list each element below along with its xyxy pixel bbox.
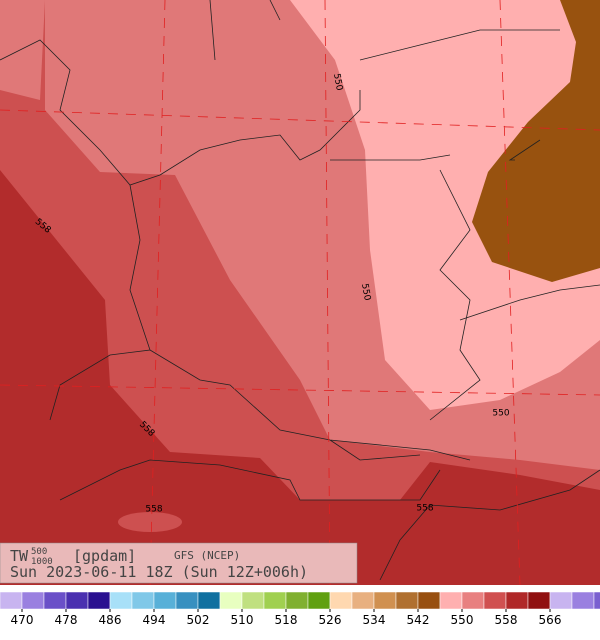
- subtitle: Sun 2023-06-11 18Z (Sun 12Z+006h): [10, 563, 308, 581]
- zone-pale: [290, 0, 600, 410]
- unit: [gpdam]: [73, 547, 136, 565]
- color-swatch: [483, 591, 507, 610]
- color-swatch: [329, 591, 353, 610]
- info-box: [0, 542, 358, 584]
- tick-label: 526: [319, 613, 342, 627]
- variable: TW: [10, 547, 29, 565]
- contour-label: 558: [145, 505, 162, 515]
- contour-label: 550: [359, 283, 372, 302]
- map: [0, 0, 600, 586]
- color-swatch: [373, 591, 397, 610]
- zone-brown: [472, 0, 600, 282]
- color-swatch: [43, 591, 67, 610]
- color-swatch: [505, 591, 529, 610]
- tick-label: 478: [55, 613, 78, 627]
- tick-label: 518: [275, 613, 298, 627]
- color-swatch: [439, 591, 463, 610]
- tick-label: 470: [11, 613, 34, 627]
- color-swatch: [153, 591, 177, 610]
- color-swatch: [307, 591, 331, 610]
- color-swatch: [263, 591, 287, 610]
- tick-label: 534: [363, 613, 386, 627]
- tick-label: 494: [143, 613, 166, 627]
- tick-label: 486: [99, 613, 122, 627]
- color-swatch: [109, 591, 133, 610]
- colorbar: 470 478 486 494 502 510 518 526 534 542 550 558 566: [0, 591, 600, 627]
- level-bottom: 1000: [31, 557, 53, 567]
- contour-label: 550: [331, 73, 344, 92]
- color-swatch: [285, 591, 309, 610]
- model: GFS (NCEP): [174, 549, 240, 562]
- color-swatch: [527, 591, 551, 610]
- color-swatch: [131, 591, 155, 610]
- zone-mid-island: [118, 512, 182, 532]
- contour-label: 550: [492, 409, 509, 419]
- color-swatch: [241, 591, 265, 610]
- color-swatch: [219, 591, 243, 610]
- color-swatch: [351, 591, 375, 610]
- tick-label: 550: [451, 613, 474, 627]
- color-swatch: [461, 591, 485, 610]
- tick-label: 558: [495, 613, 518, 627]
- color-swatch: [175, 591, 199, 610]
- color-swatch: [549, 591, 573, 610]
- color-swatch: [87, 591, 111, 610]
- color-swatch: [417, 591, 441, 610]
- color-swatch: [395, 591, 419, 610]
- color-swatch: [21, 591, 45, 610]
- color-swatch: [571, 591, 595, 610]
- color-swatch: [593, 591, 600, 610]
- color-swatch: [0, 591, 23, 610]
- tick-label: 510: [231, 613, 254, 627]
- graticule: [0, 0, 600, 586]
- borders: [0, 0, 600, 581]
- tick-label: 566: [539, 613, 562, 627]
- zone-light-west: [0, 0, 45, 100]
- level-top: 500: [31, 547, 47, 557]
- color-swatch: [197, 591, 221, 610]
- tick-label: 502: [187, 613, 210, 627]
- tick-label: 542: [407, 613, 430, 627]
- color-swatch: [65, 591, 89, 610]
- contour-label: 558: [416, 504, 433, 514]
